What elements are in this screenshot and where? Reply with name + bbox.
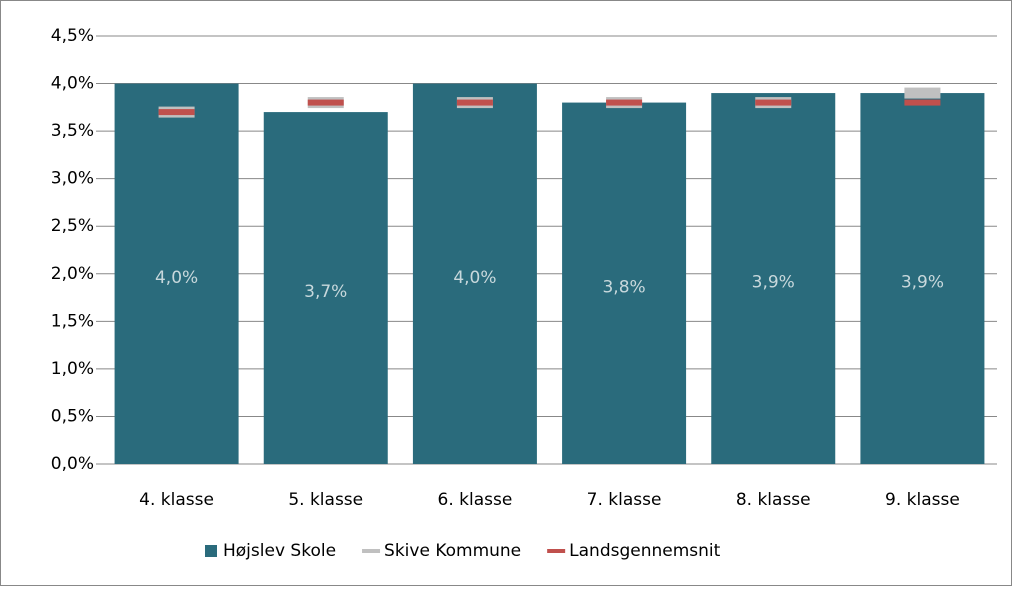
y-tick-label: 2,5% (51, 216, 94, 236)
y-tick-label: 4,0% (51, 74, 94, 94)
x-tick-label: 4. klasse (139, 490, 214, 510)
data-label: 4,0% (453, 268, 496, 288)
x-tick-label: 8. klasse (736, 490, 811, 510)
x-tick-label: 7. klasse (587, 490, 662, 510)
marker (904, 87, 941, 99)
legend-swatch (362, 549, 381, 553)
y-tick-label: 3,0% (51, 169, 94, 189)
marker (755, 99, 792, 106)
bar (562, 102, 687, 465)
bar (412, 83, 537, 465)
y-tick-label: 0,0% (51, 454, 94, 474)
legend-label: Skive Kommune (384, 541, 521, 561)
bar (860, 93, 985, 465)
bar (711, 93, 836, 465)
marker (456, 99, 493, 106)
y-tick-label: 3,5% (51, 121, 94, 141)
legend-label: Højslev Skole (223, 541, 336, 561)
x-tick-label: 5. klasse (288, 490, 363, 510)
data-label: 4,0% (155, 268, 198, 288)
marker (158, 109, 195, 116)
data-label: 3,7% (304, 282, 347, 302)
bar (263, 112, 388, 464)
legend-swatch (547, 549, 566, 553)
x-tick-label: 9. klasse (885, 490, 960, 510)
legend-label: Landsgennemsnit (569, 541, 720, 561)
y-tick-label: 0,5% (51, 406, 94, 426)
marker (307, 99, 344, 106)
data-label: 3,9% (752, 273, 795, 293)
y-tick-label: 1,0% (51, 359, 94, 379)
y-tick-label: 2,0% (51, 264, 94, 284)
data-label: 3,8% (602, 277, 645, 297)
bar (114, 83, 239, 465)
x-tick-label: 6. klasse (438, 490, 513, 510)
y-tick-label: 1,5% (51, 311, 94, 331)
legend-swatch (205, 545, 217, 557)
marker (904, 99, 941, 106)
data-label: 3,9% (901, 273, 944, 293)
marker (606, 99, 643, 106)
y-tick-label: 4,5% (51, 26, 94, 46)
